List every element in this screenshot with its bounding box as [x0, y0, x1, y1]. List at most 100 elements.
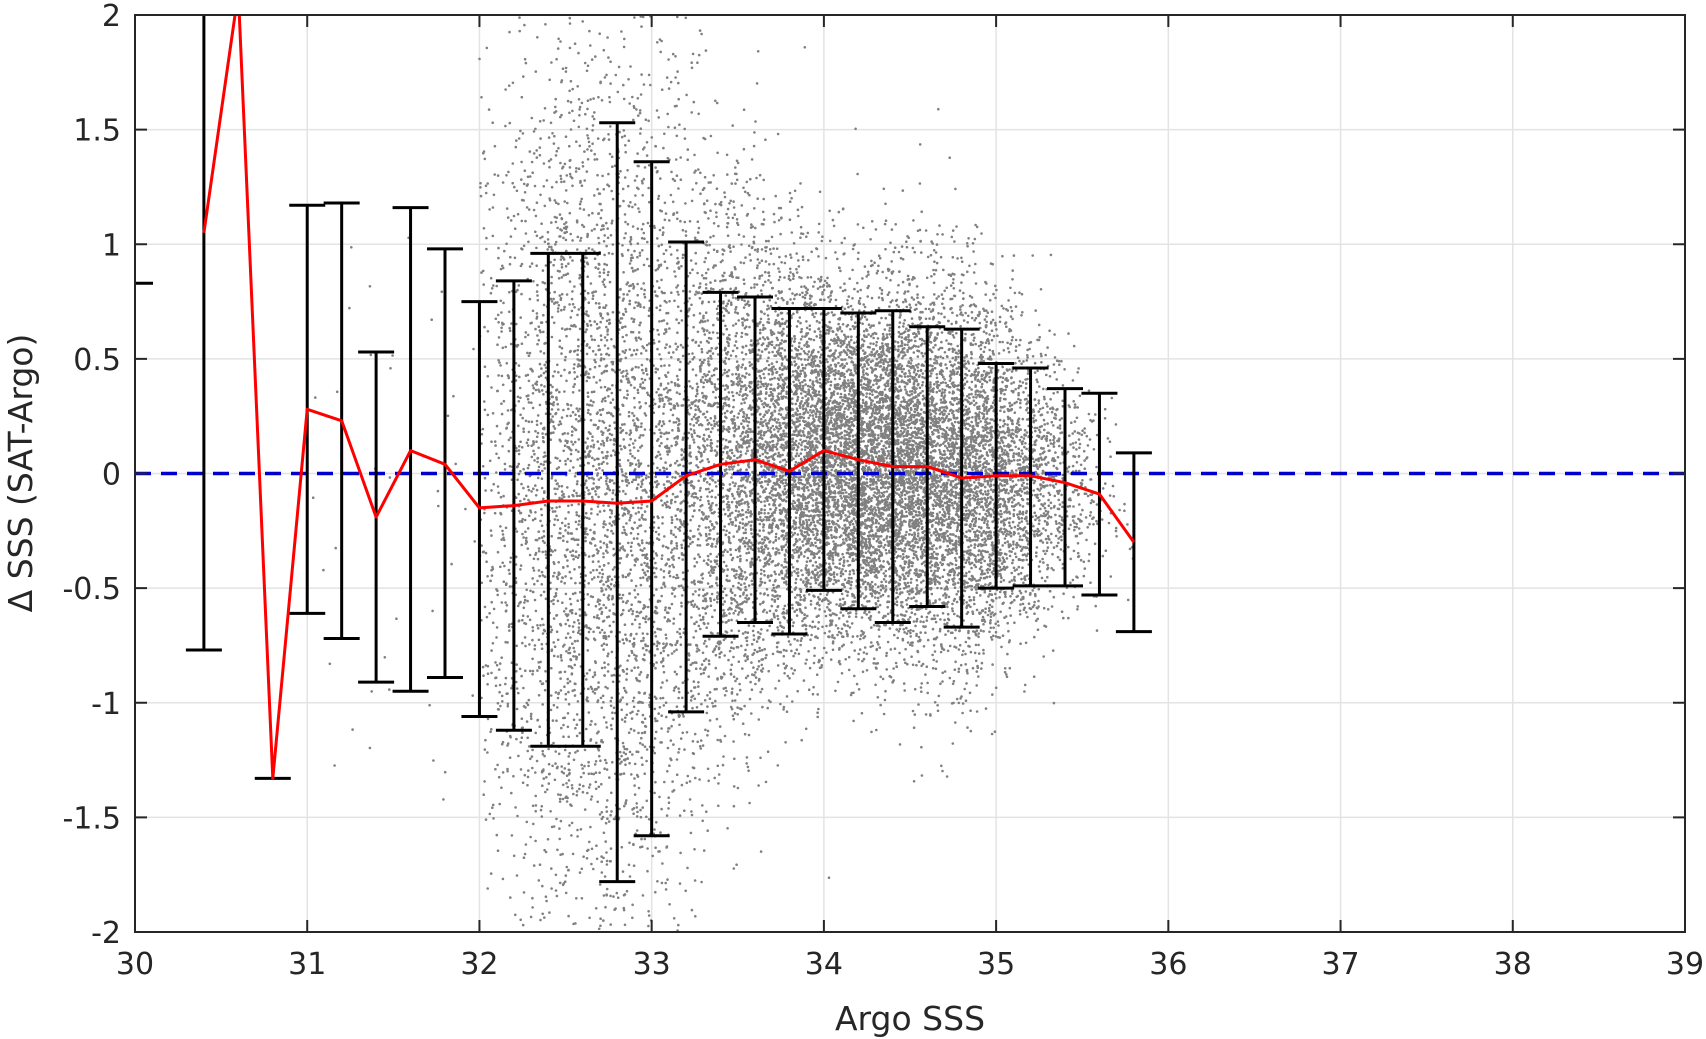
scatter-point — [517, 424, 520, 428]
scatter-point — [653, 226, 656, 229]
scatter-point — [587, 137, 590, 140]
scatter-point — [629, 235, 633, 239]
scatter-point — [715, 717, 719, 721]
scatter-point — [571, 549, 575, 552]
scatter-point — [521, 923, 525, 927]
scatter-point — [593, 523, 596, 526]
scatter-point — [544, 376, 548, 380]
scatter-point — [562, 274, 565, 277]
scatter-point — [530, 455, 534, 459]
scatter-point — [712, 174, 715, 177]
scatter-point — [595, 223, 599, 227]
scatter-point — [697, 593, 701, 597]
scatter-point — [499, 704, 502, 708]
scatter-point — [629, 383, 633, 387]
scatter-point — [663, 608, 667, 612]
scatter-point — [531, 804, 535, 808]
scatter-point — [593, 338, 596, 342]
scatter-point — [351, 728, 354, 731]
scatter-point — [643, 547, 646, 550]
scatter-point — [702, 642, 706, 645]
scatter-point — [700, 347, 704, 351]
scatter-point — [568, 771, 571, 775]
scatter-point — [626, 393, 629, 397]
scatter-point — [601, 174, 604, 178]
scatter-point — [688, 297, 691, 300]
scatter-point — [532, 441, 535, 444]
scatter-point — [489, 872, 493, 875]
scatter-point — [678, 814, 682, 817]
scatter-point — [633, 563, 637, 567]
scatter-point — [639, 496, 643, 499]
scatter-point — [661, 504, 664, 507]
scatter-point — [579, 236, 583, 240]
scatter-point — [515, 670, 518, 673]
scatter-point — [537, 375, 541, 379]
scatter-point — [674, 55, 677, 58]
scatter-point — [662, 581, 666, 585]
scatter-point — [635, 659, 638, 662]
scatter-point — [519, 470, 522, 473]
scatter-point — [597, 685, 600, 689]
scatter-point — [632, 807, 636, 810]
scatter-point — [714, 699, 717, 703]
scatter-point — [535, 246, 538, 250]
scatter-point — [550, 600, 553, 603]
scatter-point — [676, 284, 680, 287]
scatter-point — [656, 294, 659, 298]
scatter-point — [627, 78, 630, 81]
scatter-point — [703, 622, 706, 626]
scatter-point — [527, 379, 531, 383]
scatter-point — [510, 322, 513, 325]
scatter-point — [589, 595, 593, 598]
scatter-point — [621, 600, 625, 603]
scatter-point — [639, 383, 642, 386]
scatter-point — [608, 522, 611, 525]
scatter-point — [537, 547, 541, 550]
scatter-point — [541, 912, 544, 916]
scatter-point — [574, 418, 578, 421]
scatter-point — [542, 530, 546, 533]
scatter-point — [680, 604, 683, 608]
scatter-point — [677, 429, 680, 433]
scatter-point — [670, 652, 674, 655]
scatter-point — [658, 38, 662, 41]
scatter-point — [598, 631, 602, 634]
scatter-point — [590, 507, 593, 511]
scatter-point — [556, 638, 560, 642]
scatter-point — [508, 30, 511, 34]
scatter-point — [498, 432, 502, 435]
scatter-point — [553, 134, 556, 138]
scatter-point — [576, 543, 580, 546]
scatter-point — [637, 207, 640, 210]
scatter-point — [625, 713, 629, 717]
scatter-point — [608, 488, 612, 492]
scatter-point — [522, 536, 525, 539]
scatter-point — [653, 737, 657, 740]
scatter-point — [552, 825, 556, 828]
scatter-point — [605, 721, 608, 724]
scatter-point — [712, 527, 715, 531]
scatter-point — [566, 681, 570, 685]
scatter-point — [610, 391, 614, 395]
scatter-point — [503, 544, 507, 548]
scatter-point — [705, 810, 708, 813]
scatter-point — [527, 354, 531, 358]
scatter-point — [657, 712, 660, 715]
scatter-point — [589, 798, 593, 801]
scatter-point — [618, 413, 622, 416]
scatter-point — [608, 152, 612, 156]
scatter-point — [573, 383, 576, 386]
scatter-point — [554, 492, 557, 496]
scatter-point — [538, 390, 541, 393]
scatter-point — [702, 381, 705, 385]
scatter-point — [625, 431, 628, 435]
scatter-point — [588, 916, 591, 920]
scatter-point — [640, 352, 643, 355]
scatter-point — [612, 482, 616, 485]
scatter-point — [569, 803, 572, 806]
scatter-point — [659, 628, 663, 631]
scatter-point — [517, 452, 521, 456]
scatter-point — [531, 657, 534, 661]
scatter-point — [552, 703, 556, 707]
